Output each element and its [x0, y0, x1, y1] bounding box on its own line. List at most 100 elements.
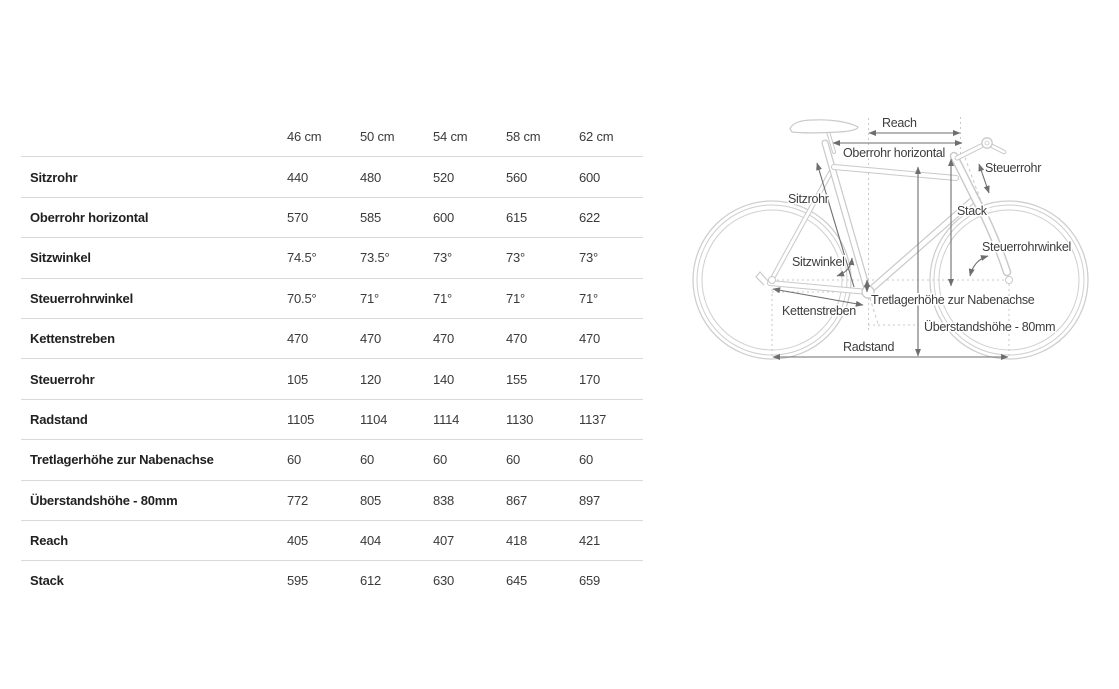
cell-value: 600	[579, 169, 601, 185]
cell-value: 71°	[360, 290, 380, 306]
table-row: Kettenstreben 470 470 470 470 470	[21, 317, 643, 358]
cell-value: 71°	[579, 290, 599, 306]
cell-value: 645	[506, 573, 528, 589]
cell-value: 155	[506, 371, 528, 387]
table-row: Sitzrohr 440 480 520 560 600	[21, 156, 643, 196]
label-reach: Reach	[882, 116, 917, 130]
label-sitzrohr: Sitzrohr	[788, 192, 829, 206]
cell-value: 630	[433, 573, 455, 589]
cell-value: 560	[506, 169, 528, 185]
label-steuerrohrwinkel: Steuerrohrwinkel	[982, 240, 1071, 254]
label-tretlagerhoehe: Tretlagerhöhe zur Nabenachse	[871, 293, 1035, 307]
rear-hub-icon	[768, 276, 776, 284]
cell-value: 60	[506, 452, 521, 468]
size-column-header: 62 cm	[579, 129, 614, 145]
table-row: Stack 595 612 630 645 659	[21, 560, 643, 600]
label-oberrohr: Oberrohr horizontal	[843, 146, 945, 160]
cell-value: 440	[287, 169, 309, 185]
cell-value: 421	[579, 533, 601, 549]
cell-value: 71°	[506, 290, 526, 306]
cell-value: 470	[579, 331, 601, 347]
cell-value: 1130	[506, 411, 534, 427]
cell-value: 480	[360, 169, 382, 185]
cell-value: 1137	[579, 411, 607, 427]
cell-value: 470	[506, 331, 528, 347]
cell-value: 612	[360, 573, 382, 589]
cell-value: 897	[579, 492, 601, 508]
label-radstand: Radstand	[843, 340, 894, 354]
label-kettenstreben: Kettenstreben	[782, 304, 856, 318]
cell-value: 418	[506, 533, 528, 549]
geometry-table: 46 cm 50 cm 54 cm 58 cm 62 cm Sitzrohr 4…	[21, 117, 643, 601]
cell-value: 73°	[433, 250, 453, 266]
diagram-labels: Reach Oberrohr horizontal Steuerrohr Sit…	[781, 115, 1073, 356]
cell-value: 74.5°	[287, 250, 317, 266]
cell-value: 140	[433, 371, 455, 387]
cell-value: 73°	[579, 250, 599, 266]
cell-value: 60	[579, 452, 594, 468]
cell-value: 520	[433, 169, 455, 185]
cell-value: 60	[433, 452, 448, 468]
cell-value: 73°	[506, 250, 526, 266]
cell-value: 622	[579, 209, 601, 225]
cell-value: 615	[506, 209, 528, 225]
row-label: Steuerrohrwinkel	[30, 290, 133, 306]
cell-value: 170	[579, 371, 601, 387]
row-label: Stack	[30, 573, 64, 589]
cell-value: 1114	[433, 411, 460, 427]
cell-value: 595	[287, 573, 309, 589]
cell-value: 470	[433, 331, 455, 347]
row-label: Radstand	[30, 411, 88, 427]
row-label: Reach	[30, 533, 69, 549]
table-row: Oberrohr horizontal 570 585 600 615 622	[21, 196, 643, 237]
size-column-header: 54 cm	[433, 129, 468, 145]
table-header-row: 46 cm 50 cm 54 cm 58 cm 62 cm	[21, 117, 643, 156]
row-label: Sitzwinkel	[30, 250, 91, 266]
cell-value: 70.5°	[287, 290, 317, 306]
label-stack: Stack	[957, 204, 988, 218]
cell-value: 105	[287, 371, 309, 387]
row-label: Steuerrohr	[30, 371, 95, 387]
cell-value: 71°	[433, 290, 453, 306]
row-label: Oberrohr horizontal	[30, 209, 149, 225]
cell-value: 1105	[287, 411, 315, 427]
table-row: Sitzwinkel 74.5° 73.5° 73° 73° 73°	[21, 237, 643, 277]
cell-value: 867	[506, 492, 528, 508]
cell-value: 404	[360, 533, 382, 549]
table-row: Tretlagerhöhe zur Nabenachse 60 60 60 60…	[21, 439, 643, 479]
row-label: Überstandshöhe - 80mm	[30, 492, 178, 508]
handlebar-icon	[981, 137, 993, 149]
table-row: Radstand 1105 1104 1114 1130 1137	[21, 398, 643, 439]
label-ueberstandshoehe: Überstandshöhe - 80mm	[924, 320, 1055, 334]
table-row: Reach 405 404 407 418 421	[21, 519, 643, 560]
cell-value: 805	[360, 492, 382, 508]
cell-value: 570	[287, 209, 309, 225]
label-sitzwinkel: Sitzwinkel	[792, 255, 845, 269]
cell-value: 405	[287, 533, 309, 549]
front-hub-icon	[1005, 276, 1013, 284]
rear-dropout-icon	[755, 271, 769, 286]
cell-value: 772	[287, 492, 309, 508]
cell-value: 838	[433, 492, 455, 508]
cell-value: 470	[360, 331, 382, 347]
size-column-header: 50 cm	[360, 129, 395, 145]
cell-value: 470	[287, 331, 309, 347]
cell-value: 600	[433, 209, 455, 225]
measurement-arrows	[772, 129, 1009, 361]
table-row: Steuerrohr 105 120 140 155 170	[21, 358, 643, 398]
cell-value: 585	[360, 209, 382, 225]
cell-value: 60	[287, 452, 302, 468]
cell-value: 73.5°	[360, 250, 390, 266]
saddle-icon	[789, 119, 859, 134]
row-label: Sitzrohr	[30, 169, 78, 185]
label-steuerrohr: Steuerrohr	[985, 161, 1041, 175]
cell-value: 407	[433, 533, 455, 549]
row-label: Tretlagerhöhe zur Nabenachse	[30, 452, 214, 468]
cell-value: 60	[360, 452, 375, 468]
table-row: Überstandshöhe - 80mm 772 805 838 867 89…	[21, 479, 643, 520]
cell-value: 659	[579, 573, 601, 589]
size-column-header: 46 cm	[287, 129, 322, 145]
table-row: Steuerrohrwinkel 70.5° 71° 71° 71° 71°	[21, 277, 643, 318]
cell-value: 1104	[360, 411, 388, 427]
